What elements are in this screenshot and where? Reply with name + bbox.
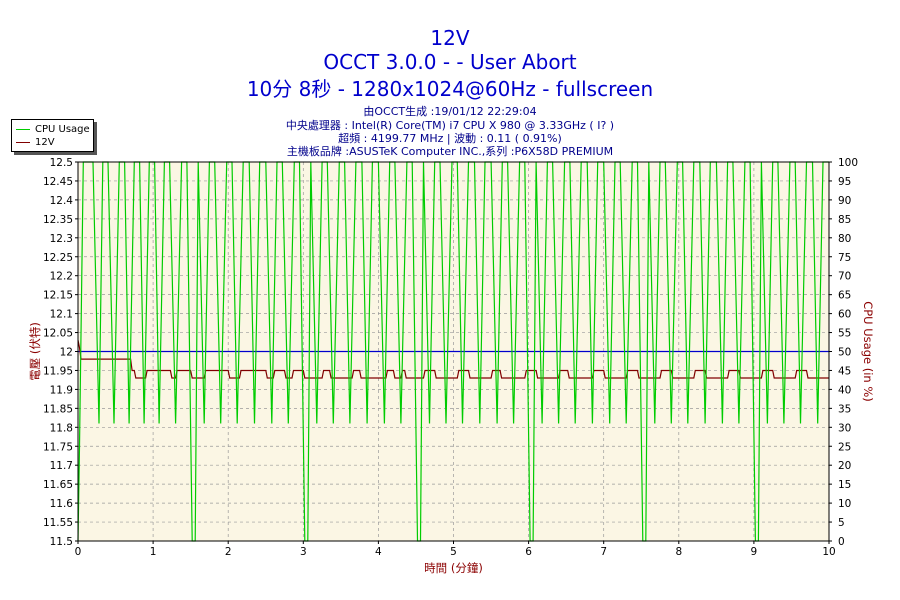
y-right-tick-label: 65 bbox=[838, 290, 851, 302]
chart-subtitle: OCCT 3.0.0 - - User Abort bbox=[323, 50, 577, 74]
y-left-tick-label: 12.5 bbox=[50, 157, 73, 169]
y-right-tick-label: 35 bbox=[838, 403, 851, 415]
info-motherboard: 主機板品牌 :ASUSTeK Computer INC.,系列 :P6X58D … bbox=[286, 145, 614, 158]
y-right-tick-label: 80 bbox=[838, 233, 851, 245]
y-right-tick-label: 75 bbox=[838, 252, 851, 264]
y-left-tick-label: 12 bbox=[60, 347, 73, 359]
y-right-tick-label: 20 bbox=[838, 460, 851, 472]
y-left-tick-label: 11.55 bbox=[43, 517, 73, 529]
y-right-tick-label: 50 bbox=[838, 347, 851, 359]
y-right-tick-label: 95 bbox=[838, 176, 851, 188]
y-left-tick-label: 11.9 bbox=[50, 384, 73, 396]
legend-swatch-cpu-usage bbox=[16, 129, 30, 130]
y-right-tick-label: 100 bbox=[838, 157, 858, 169]
x-axis-label: 時間 (分鐘) bbox=[424, 561, 483, 575]
y-left-tick-label: 12.4 bbox=[50, 195, 74, 207]
legend-label-cpu-usage: CPU Usage bbox=[35, 124, 90, 135]
y-right-tick-label: 70 bbox=[838, 271, 851, 283]
y-right-tick-label: 90 bbox=[838, 195, 851, 207]
y-right-tick-label: 45 bbox=[838, 365, 851, 377]
plot-frame bbox=[77, 161, 830, 542]
y-left-tick-label: 12.2 bbox=[50, 271, 73, 283]
y-right-tick-label: 30 bbox=[838, 422, 851, 434]
y-left-tick-label: 11.85 bbox=[43, 403, 73, 415]
y-axis-left-label: 電壓 (伏特) bbox=[28, 322, 42, 381]
y-left-tick-label: 12.1 bbox=[50, 309, 73, 321]
legend-label-12v: 12V bbox=[35, 137, 55, 148]
y-right-tick-label: 40 bbox=[838, 384, 851, 396]
x-tick-label: 8 bbox=[675, 546, 682, 558]
y-left-tick-label: 11.65 bbox=[43, 479, 73, 491]
legend-item-12v: 12V bbox=[16, 136, 55, 149]
x-tick-label: 7 bbox=[600, 546, 607, 558]
legend-swatch-12v bbox=[16, 142, 30, 143]
x-tick-label: 2 bbox=[225, 546, 232, 558]
y-left-tick-label: 12.3 bbox=[50, 233, 73, 245]
x-tick-label: 0 bbox=[75, 546, 82, 558]
y-right-tick-label: 60 bbox=[838, 309, 851, 321]
x-tick-label: 6 bbox=[525, 546, 532, 558]
y-right-tick-label: 85 bbox=[838, 214, 851, 226]
y-axis-right-label: CPU Usage (in %) bbox=[861, 301, 875, 402]
info-cpu: 中央處理器 : Intel(R) Core(TM) i7 CPU X 980 @… bbox=[285, 119, 615, 132]
y-right-tick-label: 0 bbox=[838, 536, 845, 548]
info-generated: 由OCCT生成 :19/01/12 22:29:04 bbox=[363, 105, 537, 118]
y-right-tick-label: 55 bbox=[838, 328, 851, 340]
chart-title: 12V bbox=[430, 26, 470, 50]
x-tick-label: 4 bbox=[375, 546, 382, 558]
y-left-tick-label: 11.95 bbox=[43, 365, 73, 377]
y-left-tick-label: 12.45 bbox=[43, 176, 73, 188]
y-left-tick-label: 11.5 bbox=[50, 536, 73, 548]
y-right-tick-label: 15 bbox=[838, 479, 851, 491]
y-right-tick-label: 5 bbox=[838, 517, 845, 529]
y-right-tick-label: 25 bbox=[838, 441, 851, 453]
x-tick-label: 3 bbox=[300, 546, 307, 558]
y-left-tick-label: 12.35 bbox=[43, 214, 73, 226]
y-left-tick-label: 12.15 bbox=[43, 290, 73, 302]
y-left-tick-label: 12.25 bbox=[43, 252, 73, 264]
x-tick-label: 5 bbox=[450, 546, 457, 558]
y-left-tick-label: 12.05 bbox=[43, 328, 73, 340]
run-info: 10分 8秒 - 1280x1024@60Hz - fullscreen bbox=[246, 77, 654, 101]
x-tick-label: 1 bbox=[150, 546, 157, 558]
chart-legend: CPU Usage 12V bbox=[11, 119, 94, 152]
y-left-tick-label: 11.7 bbox=[50, 460, 73, 472]
y-left-tick-label: 11.6 bbox=[50, 498, 74, 510]
x-tick-label: 10 bbox=[822, 546, 835, 558]
info-frequency: 超頻 : 4199.77 MHz | 波動 : 0.11 ( 0.91%) bbox=[338, 132, 562, 145]
y-right-tick-label: 10 bbox=[838, 498, 851, 510]
legend-item-cpu-usage: CPU Usage bbox=[16, 123, 90, 136]
y-left-tick-label: 11.8 bbox=[50, 422, 73, 434]
x-tick-label: 9 bbox=[751, 546, 758, 558]
y-left-tick-label: 11.75 bbox=[43, 441, 73, 453]
